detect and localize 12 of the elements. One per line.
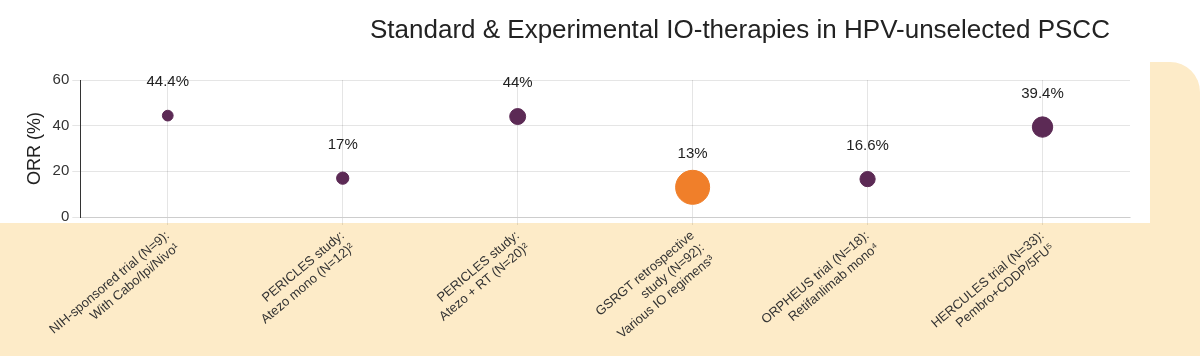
y-tick-label: 60: [52, 70, 70, 88]
data-label: 39.4%: [1021, 83, 1064, 101]
data-label: 44.4%: [146, 72, 190, 90]
y-tick-label: 40: [52, 115, 70, 133]
data-label: 44%: [502, 73, 533, 91]
data-label: 16.6%: [846, 135, 889, 153]
data-label: 17%: [327, 134, 358, 152]
y-tick-label: 20: [52, 161, 70, 179]
chart-title: Standard & Experimental IO-therapies in HPV-unselected PSCC: [370, 14, 1110, 45]
y-tick-label: 0: [60, 207, 70, 225]
y-axis-title: ORR (%): [23, 112, 44, 185]
data-label: 13%: [677, 143, 708, 161]
